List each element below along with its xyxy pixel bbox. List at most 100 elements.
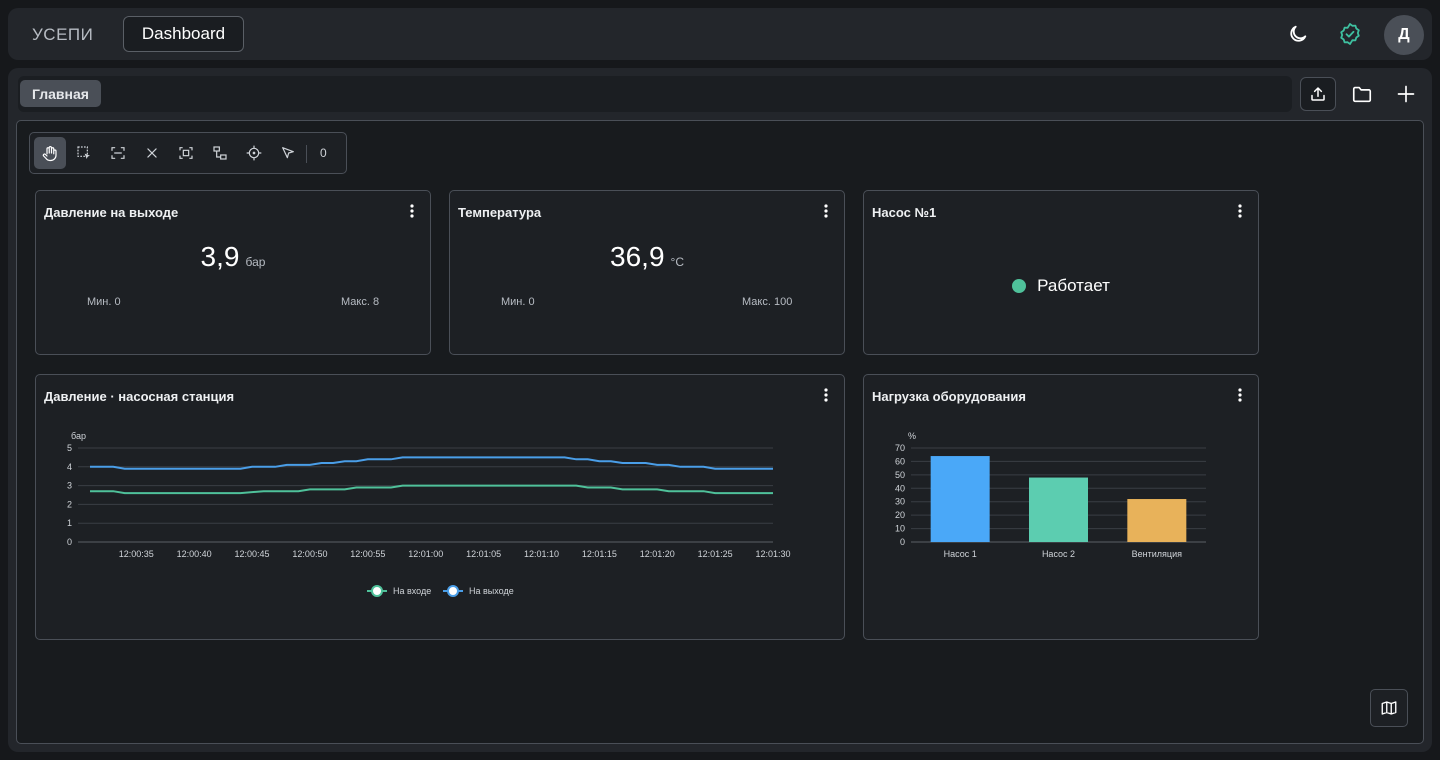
x-tick-label: 12:01:10 (524, 549, 559, 559)
x-tick-label: 12:00:50 (292, 549, 327, 559)
target-icon (246, 145, 262, 161)
y-tick-label: 30 (895, 497, 905, 507)
bar[interactable] (930, 456, 990, 542)
widget-title: Температура (458, 205, 542, 220)
selection-count: 0 (320, 146, 327, 160)
user-avatar[interactable]: Д (1384, 15, 1424, 55)
select-area-icon (77, 146, 90, 159)
gauge-value: 36,9 °C (450, 241, 844, 273)
hand-icon (42, 146, 57, 162)
y-tick-label: 2 (67, 499, 72, 509)
more-vertical-icon (1238, 388, 1242, 402)
value-unit: бар (245, 255, 266, 269)
tab-dashboard[interactable]: Dashboard (123, 16, 244, 52)
widget-title: Давление на выходе (44, 205, 179, 220)
widget-menu-button[interactable] (818, 202, 834, 220)
bar[interactable] (1029, 477, 1088, 542)
max-label: Макс. 100 (742, 296, 793, 308)
verified-badge-icon (1340, 23, 1360, 45)
close-icon (147, 148, 157, 158)
x-tick-label: 12:01:00 (408, 549, 443, 559)
widget-pressure-chart[interactable]: Давление · насосная станция бар 0 1 2 3 4 5 12:… (35, 374, 845, 640)
focus-tool-button[interactable] (170, 137, 202, 169)
bar[interactable] (1127, 499, 1187, 542)
pointer-tool-button[interactable] (272, 137, 304, 169)
top-bar: УСЕПИ Dashboard Д (8, 8, 1432, 60)
hand-tool-button[interactable] (34, 137, 66, 169)
legend-item[interactable]: На выходе (443, 585, 514, 597)
widget-pump-status[interactable]: Насос №1 Работает (863, 190, 1259, 355)
value-unit: °C (670, 255, 684, 269)
y-tick-label: 70 (895, 443, 905, 453)
connection-status-button[interactable] (1336, 20, 1364, 48)
widget-temperature[interactable]: Температура 36,9 °C Мин. 0 Макс. 100 (449, 190, 845, 355)
gauge-value: 3,9 бар (36, 241, 430, 273)
legend-marker (371, 585, 383, 597)
x-tick-label: Вентиляция (1132, 549, 1182, 559)
min-label: Мин. 0 (501, 296, 535, 308)
max-label: Макс. 8 (341, 296, 380, 308)
series-line (90, 484, 773, 495)
target-tool-button[interactable] (238, 137, 270, 169)
workspace: Главная (8, 68, 1432, 752)
pointer-icon (282, 147, 294, 159)
tab-home[interactable]: Главная (20, 80, 101, 107)
folder-icon (1352, 86, 1372, 103)
x-tick-label: 12:01:05 (466, 549, 501, 559)
y-tick-label: 60 (895, 456, 905, 466)
pressure-line-chart: бар 0 1 2 3 4 5 12:00:35 12:00:40 12:00:45 12:00:5… (67, 431, 791, 597)
add-page-button[interactable] (1388, 77, 1424, 111)
y-tick-label: 0 (67, 537, 72, 547)
y-tick-label: 10 (895, 524, 905, 534)
y-tick-label: 0 (900, 537, 905, 547)
status-text: Работает (1037, 276, 1110, 295)
map-icon (1381, 701, 1397, 715)
widget-menu-button[interactable] (818, 386, 834, 404)
open-folder-button[interactable] (1344, 77, 1380, 111)
widget-menu-button[interactable] (1232, 386, 1248, 404)
x-tick-label: 12:00:35 (119, 549, 154, 559)
y-tick-label: 20 (895, 510, 905, 520)
widget-load-chart[interactable]: Нагрузка оборудования % 0 10 20 30 40 50 60 70 На… (863, 374, 1259, 640)
legend-label: На входе (393, 586, 431, 596)
canvas-toolbar: 0 (29, 132, 347, 174)
widget-title: Давление · насосная станция (44, 389, 235, 404)
toolbar-divider (306, 145, 307, 163)
y-axis-label: бар (71, 431, 86, 441)
y-tick-label: 50 (895, 470, 905, 480)
export-button[interactable] (1300, 77, 1336, 111)
upload-icon (1311, 87, 1325, 101)
delete-tool-button[interactable] (136, 137, 168, 169)
x-tick-label: 12:01:25 (698, 549, 733, 559)
map-view-button[interactable] (1370, 689, 1408, 727)
min-label: Мин. 0 (87, 296, 121, 308)
more-vertical-icon (824, 388, 828, 402)
connect-tool-button[interactable] (204, 137, 236, 169)
fit-view-tool-button[interactable] (102, 137, 134, 169)
y-axis-label: % (908, 431, 916, 441)
widget-title: Насос №1 (872, 205, 937, 220)
widget-pressure-out[interactable]: Давление на выходе 3,9 бар Мин. 0 Макс. 8 (35, 190, 431, 355)
x-tick-label: 12:01:20 (640, 549, 675, 559)
legend-item[interactable]: На входе (367, 585, 431, 597)
x-tick-label: 12:00:40 (177, 549, 212, 559)
theme-toggle-button[interactable] (1284, 20, 1312, 48)
dashboard-canvas[interactable]: 0 Давление на выходе 3,9 бар Мин. 0 Макс.… (16, 120, 1424, 744)
focus-icon (179, 147, 193, 159)
widget-title: Нагрузка оборудования (872, 389, 1026, 404)
widget-menu-button[interactable] (1232, 202, 1248, 220)
brand-logo[interactable]: УСЕПИ (32, 25, 94, 44)
x-tick-label: 12:00:55 (350, 549, 385, 559)
y-tick-label: 4 (67, 462, 72, 472)
pump-status: Работает (864, 276, 1258, 296)
plus-icon (1397, 85, 1415, 103)
y-tick-label: 1 (67, 518, 72, 528)
series-line (90, 456, 773, 470)
moon-icon (1290, 25, 1307, 42)
equipment-load-bar-chart: % 0 10 20 30 40 50 60 70 Насос 1 Насос 2 Вентиляция (895, 431, 1206, 559)
select-area-tool-button[interactable] (68, 137, 100, 169)
x-tick-label: 12:01:30 (755, 549, 790, 559)
fit-icon (111, 147, 125, 159)
widget-menu-button[interactable] (404, 202, 420, 220)
value-number: 3,9 (200, 241, 240, 272)
